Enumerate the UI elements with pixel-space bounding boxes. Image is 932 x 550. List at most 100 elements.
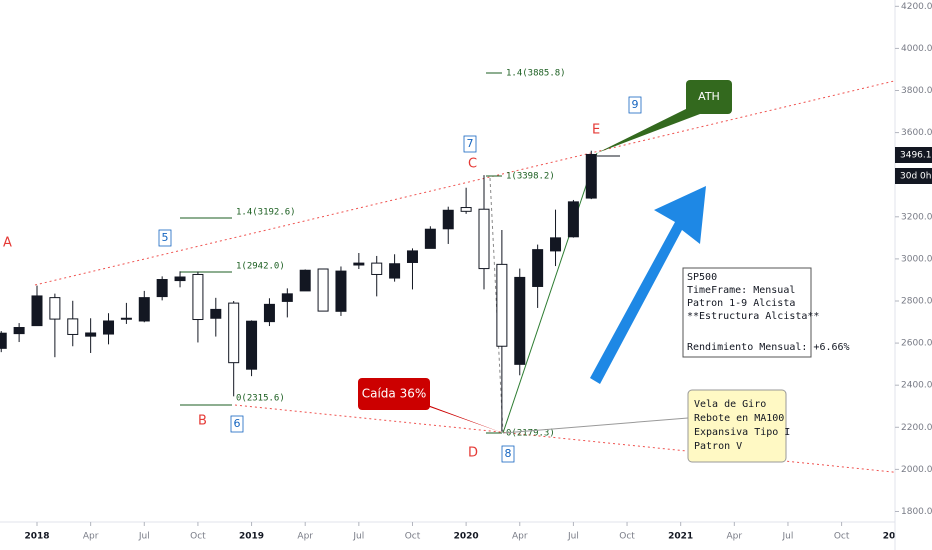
x-tick-label: Apr xyxy=(512,532,528,542)
count-label: 6 xyxy=(234,417,241,430)
candle-body xyxy=(192,273,204,321)
candle-body xyxy=(210,308,222,319)
x-tick-label: Oct xyxy=(834,532,850,542)
candle-body xyxy=(246,320,258,370)
y-tick-label: 2000.0 xyxy=(901,465,932,475)
info-text: SP500 xyxy=(687,272,717,283)
candle-body xyxy=(514,276,526,365)
x-tick-label: Oct xyxy=(405,532,421,542)
candle-body xyxy=(389,263,401,279)
candle-body xyxy=(460,207,472,212)
candle-body xyxy=(156,279,168,298)
x-tick-label: Apr xyxy=(83,532,99,542)
candle-body xyxy=(120,317,132,320)
candle-body xyxy=(103,320,115,335)
callout-pointer xyxy=(410,400,503,433)
y-tick-label: 3200.0 xyxy=(901,212,932,222)
x-tick-label: 2019 xyxy=(239,532,264,542)
candle-body xyxy=(31,295,43,327)
candle-body xyxy=(532,249,544,287)
candle-body xyxy=(353,262,365,266)
info-text: TimeFrame: Mensual xyxy=(687,285,795,296)
note-text: Vela de Giro xyxy=(694,399,766,410)
countdown-tag xyxy=(895,168,932,184)
price-tag xyxy=(895,147,932,163)
y-tick-label: 4000.0 xyxy=(901,44,932,54)
candle-body xyxy=(585,153,597,199)
note-pointer xyxy=(502,417,689,434)
candle-body xyxy=(496,263,508,347)
y-axis: 1800.0 2000.0 2200.0 2400.0 2600.0 2800.0 3000… xyxy=(894,0,932,550)
y-tick-label: 4200.0 xyxy=(901,2,932,12)
wave-label: E xyxy=(592,123,600,138)
count-label: 8 xyxy=(505,447,512,460)
x-tick-label: 2018 xyxy=(24,532,49,542)
info-text: **Estructura Alcista** xyxy=(687,311,819,322)
candle-body xyxy=(13,327,25,335)
y-tick-label: 2200.0 xyxy=(901,423,932,433)
wave-label: D xyxy=(468,446,478,461)
note-text: Expansiva Tipo I xyxy=(694,427,790,438)
count-label: 5 xyxy=(162,231,169,244)
candle-body xyxy=(138,297,150,322)
x-tick-label: 2021 xyxy=(668,532,693,542)
candle-body xyxy=(371,262,383,275)
candle-body xyxy=(174,276,186,282)
candle-body xyxy=(478,208,490,270)
callout-text: ATH xyxy=(698,90,720,103)
fib-label: 1(2942.0) xyxy=(236,262,285,272)
countdown-text: 30d 0h xyxy=(900,172,931,182)
y-tick-label: 2600.0 xyxy=(901,339,932,349)
fib-label: 1(3398.2) xyxy=(506,172,555,182)
info-box xyxy=(682,267,812,358)
x-tick-label: Jul xyxy=(782,532,794,542)
candle-body xyxy=(317,268,329,312)
candle-body xyxy=(406,250,418,263)
x-tick-label: Jul xyxy=(138,532,150,542)
x-tick-label: 2020 xyxy=(454,532,479,542)
note-text: Rebote en MA100 xyxy=(694,413,784,424)
fib-lines xyxy=(180,72,502,434)
candle-body xyxy=(228,302,240,364)
lower-trendline xyxy=(234,404,932,477)
x-tick-label: Jul xyxy=(352,532,364,542)
x-tick-label: Apr xyxy=(727,532,743,542)
fib-label: 0(2179.3) xyxy=(506,429,555,439)
x-tick-label: Jul xyxy=(567,532,579,542)
callout-box xyxy=(686,80,732,114)
y-tick-label: 1800.0 xyxy=(901,507,932,517)
fib-label: 0(2315.6) xyxy=(236,394,285,404)
wave-label: A xyxy=(3,236,12,251)
callout-text: Caída 36% xyxy=(362,387,427,401)
fib-label: 1.4(3192.6) xyxy=(236,208,296,218)
y-tick-label: 3800.0 xyxy=(901,86,932,96)
x-axis: 2018 Apr Jul Oct 2019 Apr Jul Oct 2020 Apr Jul Oct 2… xyxy=(0,521,932,542)
candle-body xyxy=(85,332,97,337)
candle-body xyxy=(424,228,436,249)
candles xyxy=(0,150,597,432)
wave-label: C xyxy=(468,157,477,172)
price-tag-text: 3496.1 xyxy=(900,151,932,161)
candle-body xyxy=(299,269,311,292)
candle-body xyxy=(550,237,562,252)
note-text: Patron V xyxy=(694,441,742,452)
count-label: 9 xyxy=(632,98,639,111)
y-tick-label: 3600.0 xyxy=(901,128,932,138)
callout-box xyxy=(358,378,430,410)
candle-body xyxy=(263,303,275,323)
x-tick-label: Oct xyxy=(619,532,635,542)
arrow xyxy=(590,186,706,384)
candle-body xyxy=(567,201,579,238)
candle-body xyxy=(49,297,61,320)
candle-body xyxy=(0,332,7,349)
y-tick-label: 2800.0 xyxy=(901,296,932,306)
callout-pointer xyxy=(597,106,700,153)
info-text: Rendimiento Mensual: +6.66% xyxy=(687,342,850,353)
info-text: Patron 1-9 Alcista xyxy=(687,298,795,309)
candle-body xyxy=(335,270,347,312)
wave-label: B xyxy=(198,414,207,429)
y-tick-label: 3000.0 xyxy=(901,254,932,264)
candle-body xyxy=(442,209,454,230)
note-box xyxy=(687,389,787,463)
